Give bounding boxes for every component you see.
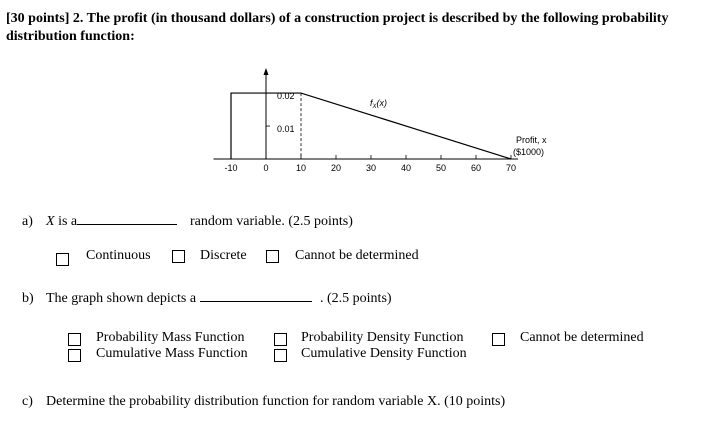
checkbox[interactable] — [492, 333, 505, 346]
part-c-prompt: Determine the probability distribution f… — [46, 394, 506, 409]
curve-label-arg: (x) — [377, 98, 388, 108]
option: Cannot be determined — [520, 330, 644, 345]
x-tick-label: -10 — [224, 163, 237, 173]
option: Probability Density Function — [301, 330, 464, 345]
checkbox[interactable] — [274, 333, 287, 346]
chart: fX(x) Profit, x ($1000) -10 0 10 20 30 40 50 60… — [213, 68, 547, 173]
option: Cumulative Mass Function — [96, 346, 248, 361]
x-axis-label: ($1000) — [513, 147, 544, 157]
curve-label: fX(x) — [370, 98, 387, 110]
option: Continuous — [86, 248, 151, 263]
x-axis-label: Profit, x — [516, 135, 547, 145]
blank — [77, 223, 178, 225]
checkbox[interactable] — [56, 253, 69, 266]
part-b-suffix: . (2.5 points) — [320, 291, 392, 306]
curve-label-sub: X — [372, 104, 378, 110]
curve-label-f: f — [370, 98, 374, 108]
y-tick-label: 0.01 — [277, 124, 295, 134]
option: Cumulative Density Function — [301, 346, 467, 361]
x-tick-label: 60 — [471, 163, 481, 173]
checkbox[interactable] — [68, 333, 81, 346]
part-b-prompt: The graph shown depicts a — [46, 291, 312, 307]
x-tick-label: 20 — [331, 163, 341, 173]
part-a-prompt: X is a — [46, 214, 178, 230]
x-tick-label: 50 — [436, 163, 446, 173]
part-b-label: b) — [22, 291, 34, 306]
option: Probability Mass Function — [96, 330, 245, 345]
option: Discrete — [200, 248, 247, 263]
x-tick-label: 30 — [366, 163, 376, 173]
part-a-var: X — [46, 214, 55, 229]
checkbox[interactable] — [274, 349, 287, 362]
question-title: [30 points] 2. The profit (in thousand d… — [6, 11, 669, 44]
x-tick-label: 40 — [401, 163, 411, 173]
part-a-prompt-text: is a — [58, 214, 78, 229]
option: Cannot be determined — [295, 248, 419, 263]
y-tick-label: 0.02 — [277, 91, 295, 101]
x-tick-label: 0 — [263, 163, 268, 173]
checkbox[interactable] — [172, 250, 185, 263]
checkbox[interactable] — [266, 250, 279, 263]
part-a-suffix: random variable. (2.5 points) — [190, 214, 353, 229]
pdf-line — [230, 92, 512, 160]
x-tick-label: 70 — [506, 163, 516, 173]
checkbox[interactable] — [68, 349, 81, 362]
part-a-label: a) — [22, 214, 33, 229]
blank — [199, 300, 312, 302]
part-c-label: c) — [22, 394, 33, 409]
part-b-prompt-text: The graph shown depicts a — [46, 291, 197, 306]
x-tick-label: 10 — [296, 163, 306, 173]
y-axis-arrow — [263, 68, 269, 75]
